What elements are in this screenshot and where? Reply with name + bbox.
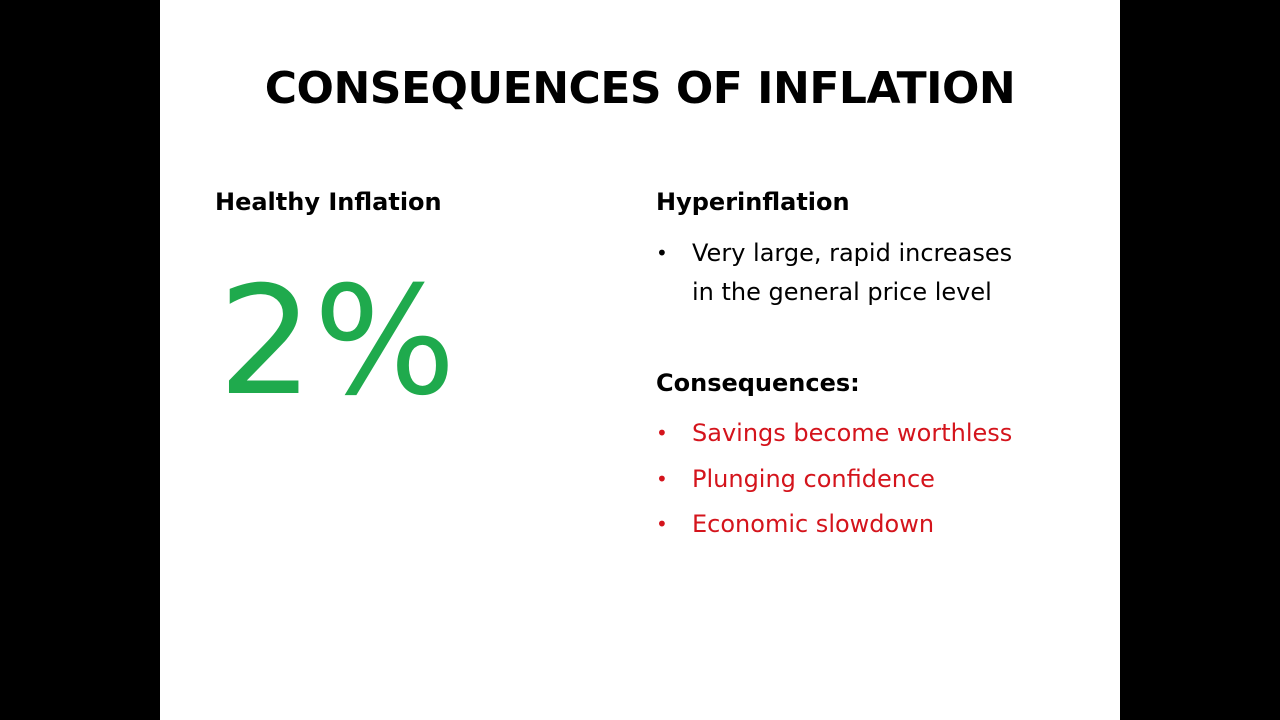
healthy-inflation-heading: Healthy Inflation <box>215 188 442 216</box>
bullet-icon: • <box>656 421 668 445</box>
letterbox-left <box>0 0 160 720</box>
description-line-2: in the general price level <box>656 273 1076 312</box>
consequences-heading: Consequences: <box>656 369 860 397</box>
slide: CONSEQUENCES OF INFLATION Healthy Inflat… <box>160 0 1120 720</box>
bullet-icon: • <box>656 512 668 536</box>
consequence-text: Economic slowdown <box>692 510 935 538</box>
healthy-inflation-value: 2% <box>218 255 456 429</box>
letterbox-right <box>1120 0 1280 720</box>
consequences-list: • Savings become worthless • Plunging co… <box>656 411 1076 548</box>
consequence-item: • Economic slowdown <box>656 502 1076 548</box>
description-text: in the general price level <box>692 278 992 306</box>
hyperinflation-description: • Very large, rapid increases in the gen… <box>656 234 1076 312</box>
description-text: Very large, rapid increases <box>692 239 1013 267</box>
bullet-icon: • <box>656 241 668 265</box>
bullet-icon: • <box>656 466 668 491</box>
description-line-1: • Very large, rapid increases <box>656 234 1076 273</box>
hyperinflation-heading: Hyperinflation <box>656 188 850 216</box>
consequence-text: Savings become worthless <box>692 419 1013 447</box>
slide-title: CONSEQUENCES OF INFLATION <box>264 63 1016 114</box>
consequence-item: • Plunging confidence <box>656 457 1076 503</box>
consequence-item: • Savings become worthless <box>656 411 1076 457</box>
consequence-text: Plunging confidence <box>692 464 935 493</box>
